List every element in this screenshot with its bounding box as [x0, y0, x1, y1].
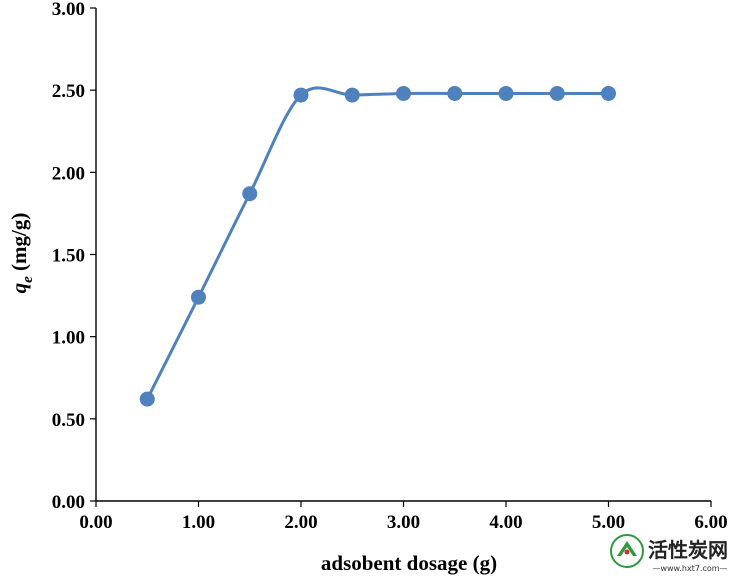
data-point	[293, 87, 309, 103]
y-axis-title: qe (mg/g)	[7, 213, 36, 294]
x-tick-label: 2.00	[284, 512, 317, 533]
y-tick-label: 1.50	[52, 246, 85, 267]
watermark-brand: 活性炭网	[648, 538, 728, 562]
data-point	[344, 87, 360, 103]
y-axis-title-q: q	[7, 283, 31, 294]
series-line	[145, 86, 609, 400]
watermark-site: —www.hxt7.com—	[652, 564, 727, 573]
data-point	[498, 85, 514, 101]
y-tick-label: 0.00	[52, 492, 85, 513]
y-tick-label: 2.00	[52, 163, 85, 184]
data-point	[242, 186, 258, 202]
y-tick-label: 3.00	[52, 0, 85, 20]
data-point	[396, 85, 411, 101]
data-point	[447, 85, 463, 101]
x-tick-label: 0.00	[79, 512, 112, 533]
x-tick-label: 6.00	[694, 512, 727, 533]
y-tick-label: 2.50	[52, 81, 85, 102]
data-point	[601, 85, 616, 101]
y-tick-label: 0.50	[52, 410, 85, 431]
x-tick-label: 5.00	[592, 512, 625, 533]
series	[139, 85, 616, 407]
watermark: 活性炭网 —www.hxt7.com—	[610, 534, 728, 573]
x-tick-label: 1.00	[182, 512, 215, 533]
x-axis-title: adsobent dosage (g)	[321, 551, 497, 575]
data-point	[549, 85, 565, 101]
y-tick-label: 1.00	[52, 328, 85, 349]
y-axis-title-subscript: e	[20, 276, 36, 283]
x-tick-label: 4.00	[489, 512, 522, 533]
hxt-logo-icon	[610, 534, 644, 568]
data-point	[139, 391, 155, 407]
x-tick-label: 3.00	[387, 512, 420, 533]
data-point	[191, 289, 206, 305]
axis-titles: adsobent dosage (g) qe (mg/g)	[7, 213, 497, 575]
ticks: 0.00 1.00 2.00 3.00 4.00 5.00 6.00 0.00 0.50 1.00…	[52, 0, 728, 533]
axes	[95, 8, 711, 502]
y-axis-title-unit: (mg/g)	[7, 213, 31, 277]
